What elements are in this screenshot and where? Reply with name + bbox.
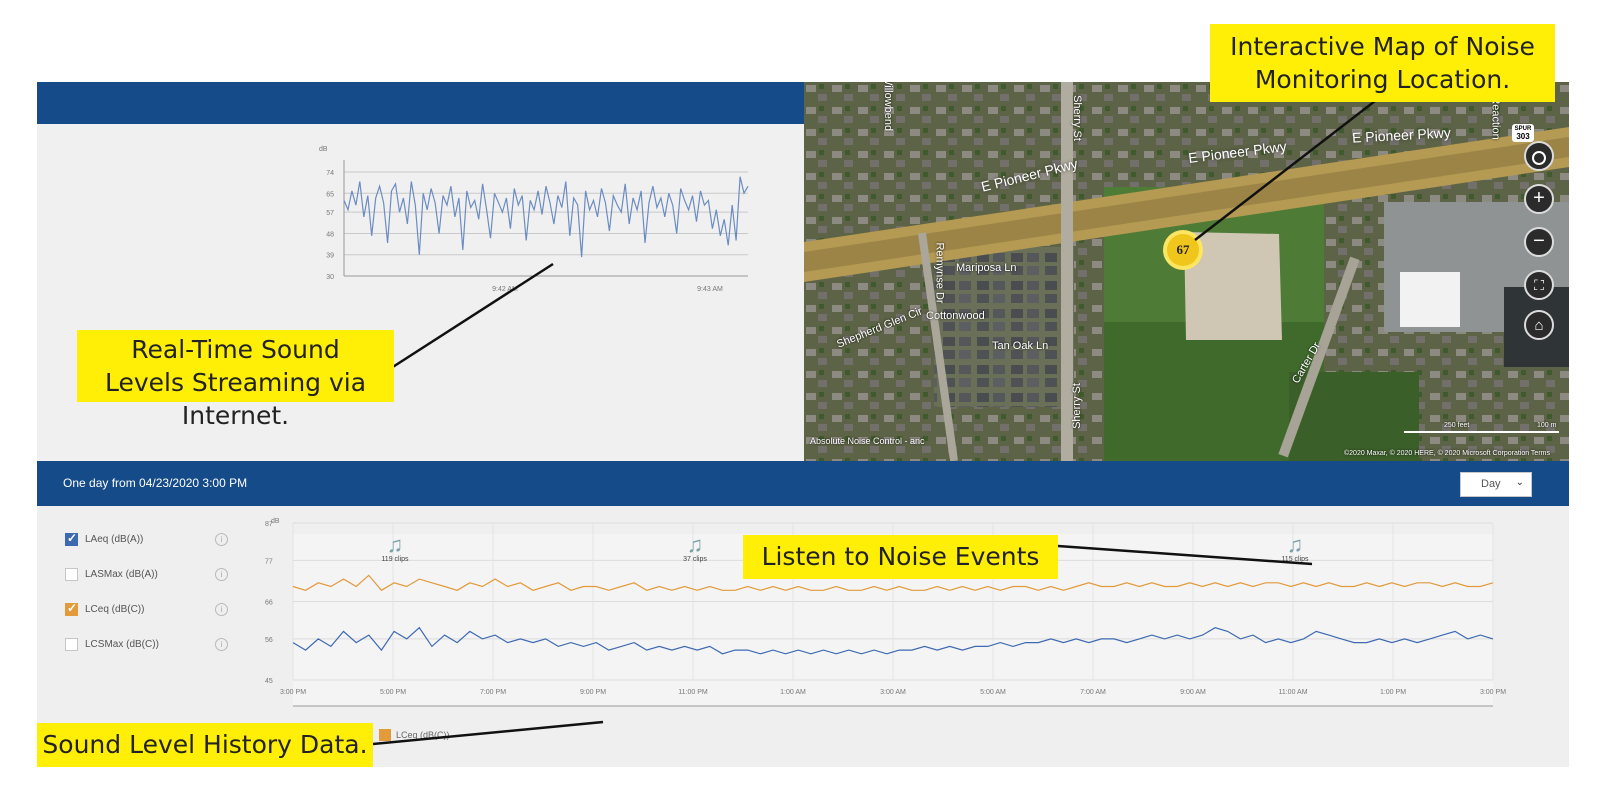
map-scale-m: 100 m bbox=[1537, 422, 1557, 429]
map-attribution-left: Absolute Noise Control - anc bbox=[810, 436, 925, 446]
zoom-in-icon: + bbox=[1533, 187, 1545, 209]
clip-marker[interactable]: ♫119 clips bbox=[381, 532, 409, 563]
x-tick-label: 9:00 PM bbox=[580, 689, 606, 696]
map-scale-bar bbox=[1404, 431, 1559, 433]
music-note-icon[interactable]: ♫ bbox=[387, 532, 404, 557]
callout-realtime: Real-Time Sound Levels Streaming via Int… bbox=[77, 330, 394, 430]
noise-monitor-marker[interactable]: 67 bbox=[1163, 230, 1203, 270]
y-tick-label: 66 bbox=[265, 600, 273, 607]
y-tick-label: 87 bbox=[265, 521, 273, 528]
metric-label: LCSMax (dB(C)) bbox=[85, 639, 159, 650]
y-tick-label: 30 bbox=[326, 274, 334, 281]
y-tick-label: 56 bbox=[265, 637, 273, 644]
x-tick-label: 7:00 PM bbox=[480, 689, 506, 696]
realtime-ylabel: dB bbox=[319, 146, 328, 153]
legend-label-lceq: LCeq (dB(C)) bbox=[396, 730, 450, 740]
street-label: Cottonwood bbox=[926, 310, 985, 322]
fullscreen-button[interactable]: ⛶ bbox=[1524, 270, 1554, 300]
realtime-panel bbox=[37, 124, 804, 461]
info-icon[interactable]: i bbox=[215, 533, 228, 546]
callout-events: Listen to Noise Events bbox=[743, 535, 1058, 579]
zoom-out-button[interactable]: − bbox=[1524, 227, 1554, 257]
top-header-bar bbox=[37, 82, 804, 124]
map-scale-feet: 250 feet bbox=[1444, 422, 1470, 429]
y-tick-label: 74 bbox=[326, 170, 334, 177]
y-tick-label: 77 bbox=[265, 558, 273, 565]
map-attribution-right[interactable]: ©2020 Maxar, © 2020 HERE, © 2020 Microso… bbox=[1344, 450, 1550, 457]
locate-button[interactable] bbox=[1524, 141, 1554, 171]
clip-marker[interactable]: ♫37 clips bbox=[683, 532, 707, 563]
history-chart[interactable]: dB 87 77 66 56 45 3:00 PM 5:00 PM 7:00 PM 9:00 … bbox=[255, 514, 1555, 714]
x-tick-label: 3:00 PM bbox=[1480, 689, 1506, 696]
x-tick-label: 9:43 AM bbox=[697, 286, 723, 293]
callout-map: Interactive Map of Noise Monitoring Loca… bbox=[1210, 24, 1555, 102]
x-tick-label: 5:00 PM bbox=[380, 689, 406, 696]
street-label: Mariposa Ln bbox=[956, 262, 1017, 274]
checkbox-lasmax[interactable] bbox=[65, 568, 78, 581]
chevron-down-icon: ⌄ bbox=[1515, 477, 1524, 488]
x-tick-label: 3:00 PM bbox=[280, 689, 306, 696]
callout-history: Sound Level History Data. bbox=[37, 723, 373, 767]
laeq-series-line bbox=[292, 626, 1494, 655]
lceq-series-line bbox=[292, 574, 1494, 592]
history-title: One day from 04/23/2020 3:00 PM bbox=[63, 476, 248, 490]
map-panel[interactable]: E Pioneer Pkwy E Pioneer Pkwy E Pioneer … bbox=[804, 82, 1569, 462]
info-icon[interactable]: i bbox=[215, 603, 228, 616]
metric-label: LAeq (dB(A)) bbox=[85, 534, 144, 545]
realtime-chart: dB 74 65 57 48 39 30 9:42 AM 9:43 AM bbox=[319, 146, 749, 293]
info-icon[interactable]: i bbox=[215, 568, 228, 581]
x-tick-label: 5:00 AM bbox=[980, 689, 1006, 696]
x-tick-label: 9:00 AM bbox=[1180, 689, 1206, 696]
music-note-icon[interactable]: ♫ bbox=[687, 532, 704, 557]
realtime-series-line bbox=[343, 176, 749, 258]
clip-count-label: 119 clips bbox=[381, 556, 409, 563]
history-header-bar bbox=[37, 461, 1569, 506]
checkbox-lcsmax[interactable] bbox=[65, 638, 78, 651]
zoom-in-button[interactable]: + bbox=[1524, 184, 1554, 214]
locate-icon bbox=[1532, 151, 1546, 165]
home-button[interactable]: ⌂ bbox=[1524, 310, 1554, 340]
x-tick-label: 11:00 AM bbox=[1278, 689, 1307, 696]
checkbox-lceq[interactable] bbox=[65, 601, 78, 616]
zoom-out-icon: − bbox=[1533, 230, 1545, 252]
clip-count-label: 115 clips bbox=[1281, 556, 1309, 563]
y-tick-label: 65 bbox=[326, 191, 334, 198]
x-tick-label: 11:00 PM bbox=[678, 689, 708, 696]
info-icon[interactable]: i bbox=[215, 638, 228, 651]
street-label: Tan Oak Ln bbox=[992, 340, 1049, 352]
checkbox-laeq[interactable] bbox=[65, 531, 78, 546]
y-tick-label: 45 bbox=[265, 678, 273, 685]
x-tick-label: 9:42 AM bbox=[492, 286, 518, 293]
clip-count-label: 37 clips bbox=[683, 556, 707, 563]
range-select-value: Day bbox=[1481, 478, 1501, 490]
home-icon: ⌂ bbox=[1534, 317, 1544, 334]
y-tick-label: 57 bbox=[326, 210, 334, 217]
metric-label: LASMax (dB(A)) bbox=[85, 569, 158, 580]
x-tick-label: 7:00 AM bbox=[1080, 689, 1106, 696]
range-select[interactable]: Day ⌄ bbox=[1460, 472, 1532, 497]
x-tick-label: 1:00 AM bbox=[780, 689, 806, 696]
y-tick-label: 48 bbox=[326, 231, 334, 238]
clip-marker[interactable]: ♫115 clips bbox=[1281, 532, 1309, 563]
y-tick-label: 39 bbox=[326, 253, 334, 260]
x-tick-label: 3:00 AM bbox=[880, 689, 906, 696]
fullscreen-icon: ⛶ bbox=[1534, 277, 1544, 293]
satellite-map[interactable] bbox=[804, 82, 1569, 462]
metric-label: LCeq (dB(C)) bbox=[85, 604, 145, 615]
history-ylabel: dB bbox=[271, 518, 280, 525]
legend-swatch-lceq bbox=[379, 729, 391, 741]
x-tick-label: 1:00 PM bbox=[1380, 689, 1406, 696]
highway-shield: SPUR 303 bbox=[1512, 124, 1534, 142]
music-note-icon[interactable]: ♫ bbox=[1287, 532, 1304, 557]
